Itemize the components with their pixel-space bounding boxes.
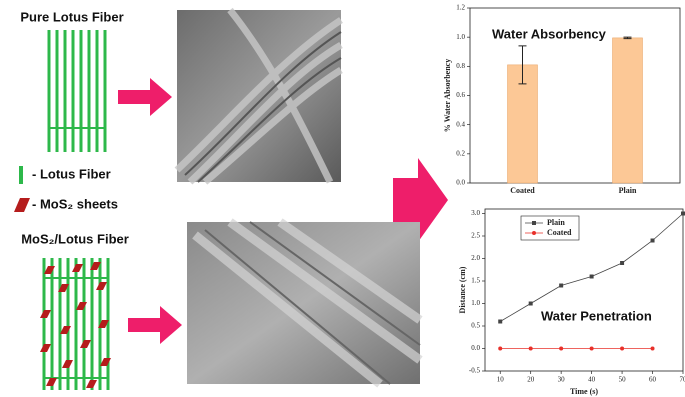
point	[498, 347, 502, 351]
x-tick-label: 30	[558, 376, 566, 384]
coated-label: MoS₂/Lotus Fiber	[21, 231, 129, 246]
y-tick-label: 1.0	[456, 33, 465, 41]
pure-label: Pure Lotus Fiber	[20, 9, 123, 24]
y-tick-label: 1.5	[471, 277, 480, 285]
x-tick-label: 50	[619, 376, 627, 384]
point	[620, 261, 624, 265]
point	[559, 347, 563, 351]
legend-mos2-swatch	[14, 198, 30, 212]
arrow	[128, 306, 182, 344]
y-tick-label: 0.8	[456, 62, 465, 70]
x-tick-label: 20	[527, 376, 535, 384]
point	[498, 320, 502, 324]
y-tick-label: 0.6	[456, 91, 465, 99]
y-tick-label: 0.5	[471, 322, 480, 330]
y-tick-label: 0.2	[456, 149, 465, 157]
sem-image-pure	[177, 10, 341, 182]
legend-mos2: - MoS₂ sheets	[32, 196, 118, 211]
point	[651, 239, 655, 243]
x-axis-label: Time (s)	[570, 387, 598, 396]
y-tick-label: 1.2	[456, 4, 465, 12]
x-tick-label: Coated	[510, 186, 535, 195]
pure-fibers	[49, 30, 105, 152]
coated-fibers	[44, 258, 108, 390]
series-line	[500, 214, 683, 322]
x-tick-label: 40	[588, 376, 596, 384]
y-tick-label: 0.0	[456, 179, 465, 187]
y-tick-label: 2.0	[471, 254, 480, 262]
y-tick-label: 0.0	[471, 344, 480, 352]
legend-label: Coated	[547, 228, 572, 237]
legend-marker	[532, 231, 536, 235]
x-tick-label: 10	[497, 376, 505, 384]
sem-image-coated	[187, 222, 420, 384]
y-axis-label: % Water Absorbency	[443, 59, 452, 132]
chart-title: Water Penetration	[541, 308, 652, 323]
point	[651, 347, 655, 351]
x-tick-label: Plain	[619, 186, 637, 195]
legend-fiber: - Lotus Fiber	[32, 166, 111, 181]
point	[529, 302, 533, 306]
bar	[613, 38, 643, 183]
point	[681, 212, 685, 216]
legend-fiber-swatch	[19, 166, 23, 184]
point	[559, 284, 563, 288]
legend-marker	[532, 221, 536, 225]
y-axis-label: Distance (cm)	[458, 266, 467, 313]
y-tick-label: 0.4	[456, 120, 465, 128]
x-tick-label: 60	[649, 376, 657, 384]
legend-label: Plain	[547, 218, 565, 227]
point	[590, 275, 594, 279]
y-tick-label: 1.0	[471, 299, 480, 307]
point	[620, 347, 624, 351]
x-tick-label: 70	[680, 376, 685, 384]
figure: Pure Lotus Fiber - Lotus Fiber - MoS₂ sh…	[0, 0, 685, 397]
point	[529, 347, 533, 351]
arrow	[118, 78, 172, 116]
y-tick-label: 3.0	[471, 209, 480, 217]
chart-title: Water Absorbency	[492, 26, 607, 41]
point	[590, 347, 594, 351]
y-tick-label: 2.5	[471, 232, 480, 240]
y-tick-label: -0.5	[469, 367, 481, 375]
